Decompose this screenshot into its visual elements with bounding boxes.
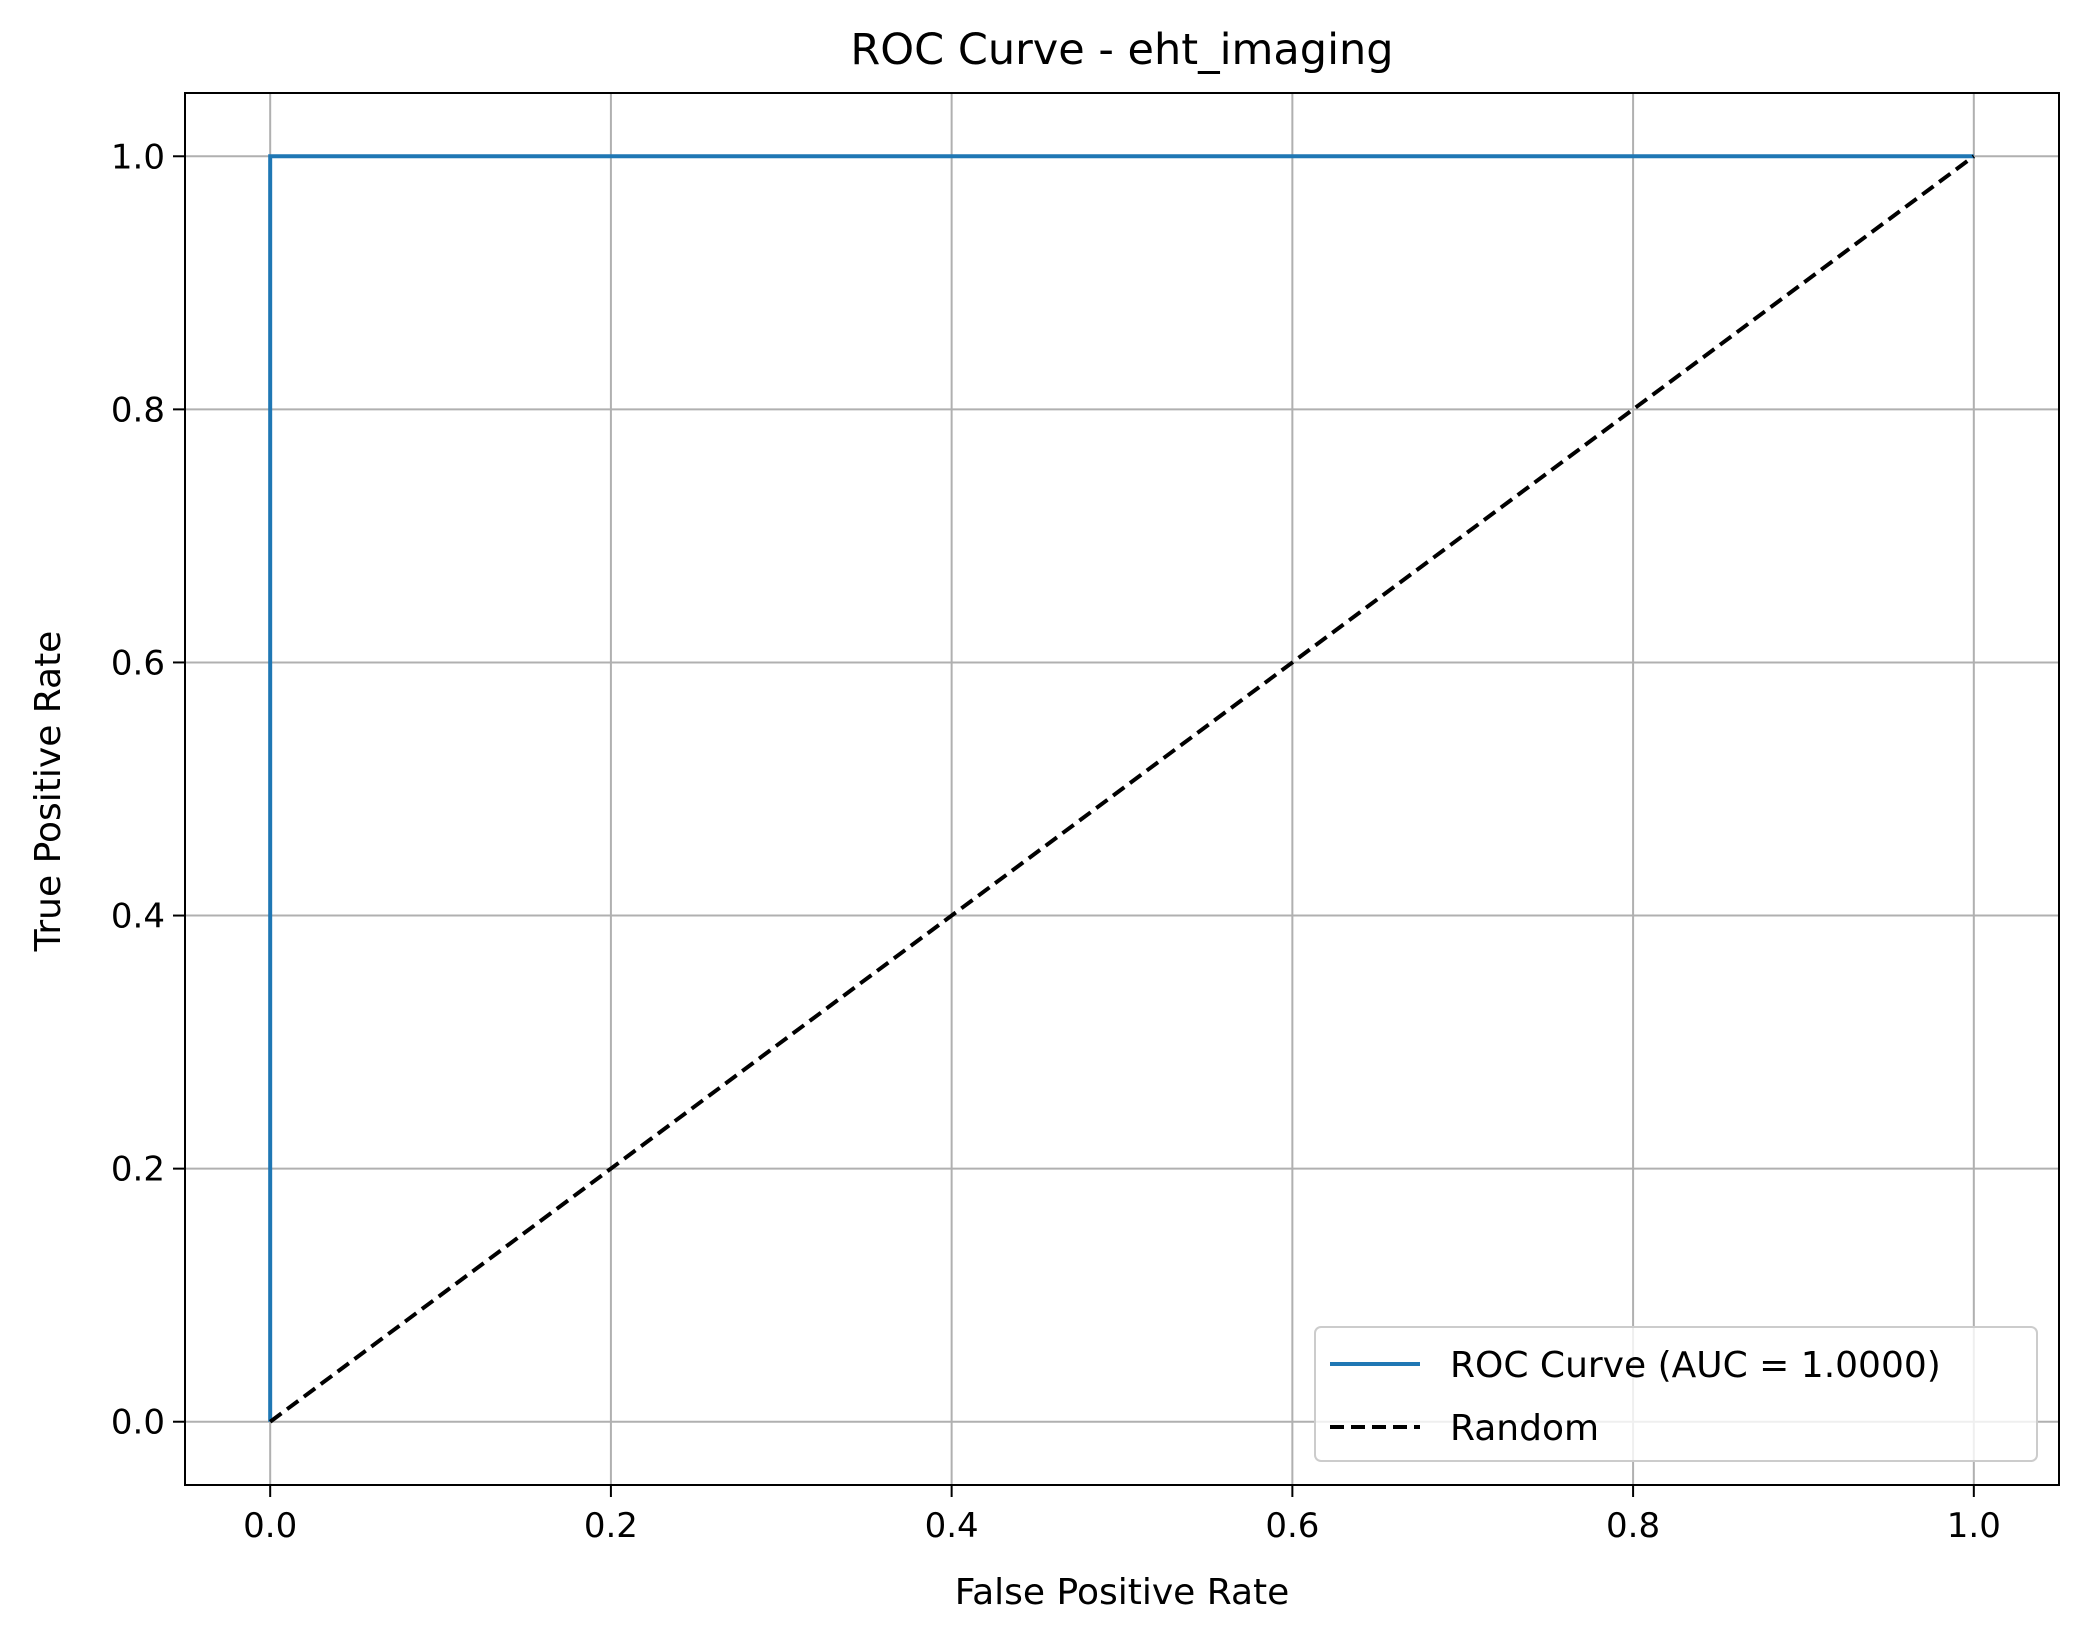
legend-box: [1314, 1326, 2038, 1462]
x-tick-label: 0.8: [1606, 1506, 1660, 1546]
x-tick-label: 0.0: [243, 1506, 297, 1546]
chart-title: ROC Curve - eht_imaging: [850, 25, 1393, 75]
y-tick-label: 0.2: [111, 1150, 165, 1190]
grid: [185, 93, 2059, 1485]
y-tick-label: 0.4: [111, 897, 165, 937]
x-tick-label: 0.4: [925, 1506, 979, 1546]
legend: ROC Curve (AUC = 1.0000) Random: [1314, 1326, 2038, 1462]
x-tick-label: 1.0: [1947, 1506, 2001, 1546]
y-axis-label: True Positive Rate: [28, 631, 69, 953]
axis-ticks: 0.0 0.2 0.4 0.6 0.8 1.0 0.0 0.2 0.4 0.6 0.8 1.0: [111, 137, 2001, 1546]
x-tick-label: 0.6: [1265, 1506, 1319, 1546]
x-axis-label: False Positive Rate: [955, 1572, 1290, 1613]
plot-frame: [184, 92, 2060, 1486]
random-baseline-line: [268, 154, 1976, 1424]
x-tick-label: 0.2: [584, 1506, 638, 1546]
legend-label-roc: ROC Curve (AUC = 1.0000): [1450, 1345, 1941, 1386]
legend-label-random: Random: [1450, 1408, 1599, 1449]
y-tick-label: 0.0: [111, 1403, 165, 1443]
roc-curve-line: [268, 154, 1974, 1422]
y-tick-label: 1.0: [111, 137, 165, 177]
y-tick-label: 0.6: [111, 643, 165, 683]
y-tick-label: 0.8: [111, 390, 165, 430]
plot-series: [268, 154, 1976, 1424]
